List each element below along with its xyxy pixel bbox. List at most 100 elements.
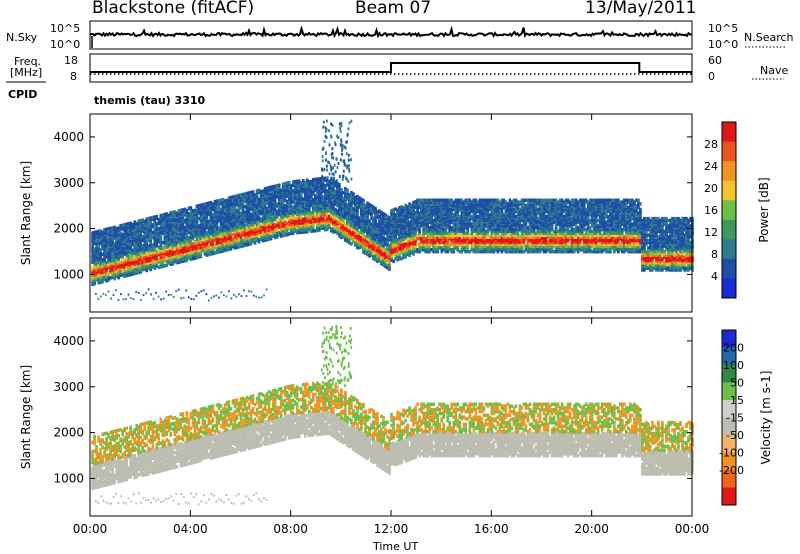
scatter-cell [245,204,249,208]
scatter-cell [418,204,421,208]
scatter-cell [221,207,225,211]
scatter-cell [458,222,462,226]
scatter-cell [488,207,492,212]
scatter-cell [446,211,449,215]
scatter-cell [326,214,329,219]
scatter-cell [388,234,391,238]
scatter-cell [380,256,383,260]
scatter-cell [504,226,508,230]
scatter-cell [111,271,114,276]
scatter-cell [348,207,351,212]
scatter-cell [388,267,391,271]
scatter-cell [255,196,259,200]
scatter-cell [273,234,277,238]
scatter-cell [496,244,500,248]
scatter-cell [231,230,235,234]
scatter-cell [304,213,307,218]
scatter-cell [464,218,468,223]
scatter-cell [159,250,163,254]
scatter-cell [462,215,466,219]
scatter-cell [195,252,199,256]
scatter-cell [265,210,269,214]
scatter-cell [400,223,403,228]
scatter-cell [332,182,335,187]
scatter-cell [281,191,285,196]
scatter-cell [366,252,369,257]
scatter-cell [143,225,146,229]
scatter-cell [187,248,191,253]
scatter-cell [131,228,134,232]
scatter-cell [412,232,415,236]
scatter-cell [127,223,130,228]
scatter-cell [312,198,315,202]
scatter-cell [324,183,327,188]
scatter-cell [472,207,476,212]
scatter-cell [145,243,148,247]
scatter-cell [334,184,337,188]
scatter-cell [312,203,315,207]
scatter-cell [277,220,281,224]
scatter-cell [183,229,187,234]
scatter-cell [442,244,445,248]
scatter-cell [468,207,472,212]
scatter-cell [404,244,407,248]
scatter-cell [137,268,140,273]
scatter-cell [368,252,371,256]
scatter-cell [306,189,309,193]
scatter-cell [430,200,433,204]
scatter-cell [320,200,323,205]
scatter-cell [434,235,437,239]
scatter-cell [492,237,496,241]
scatter-cell [221,221,225,226]
scatter-cell [398,224,401,228]
scatter-cell [217,233,221,238]
scatter-cell [115,272,118,277]
scatter-cell [293,183,297,187]
scatter-cell [157,219,161,224]
scatter-cell [362,213,365,217]
scatter-cell [406,252,409,256]
scatter-cell [402,244,405,249]
scatter-cell [143,221,146,225]
scatter-cell [368,219,371,223]
scatter-cell [348,239,351,243]
scatter-cell [316,177,319,181]
scatter-cell [504,224,508,228]
scatter-cell [332,228,335,232]
scatter-cell [227,229,231,233]
scatter-cell [310,187,313,191]
scatter-cell [368,246,371,251]
scatter-cell [263,209,267,213]
scatter-cell [243,230,247,235]
scatter-cell [344,196,347,200]
scatter-cell [255,191,259,195]
scatter-cell [330,203,333,207]
scatter-cell [314,188,317,193]
scatter-cell [201,230,205,234]
scatter-cell [167,246,171,250]
scatter-cell [251,232,255,236]
scatter-cell [370,207,373,212]
scatter-cell [215,226,219,231]
scatter-cell [386,234,389,239]
scatter-cell [153,259,157,263]
scatter-cell [468,209,472,213]
scatter-cell [420,242,423,246]
scatter-cell [129,272,132,277]
scatter-cell [464,216,468,221]
scatter-cell [442,248,445,252]
scatter-cell [117,270,120,274]
scatter-cell [392,235,395,240]
scatter-cell [121,238,124,242]
scatter-cell [191,218,195,222]
scatter-cell [492,209,496,213]
scatter-cell [454,233,458,237]
scatter-cell [273,212,277,216]
scatter-cell [119,273,122,277]
scatter-cell [438,242,441,246]
scatter-cell [330,188,333,193]
scatter-cell [464,211,468,215]
scatter-cell [356,194,359,199]
scatter-cell [366,207,369,211]
scatter-cell [273,217,277,221]
